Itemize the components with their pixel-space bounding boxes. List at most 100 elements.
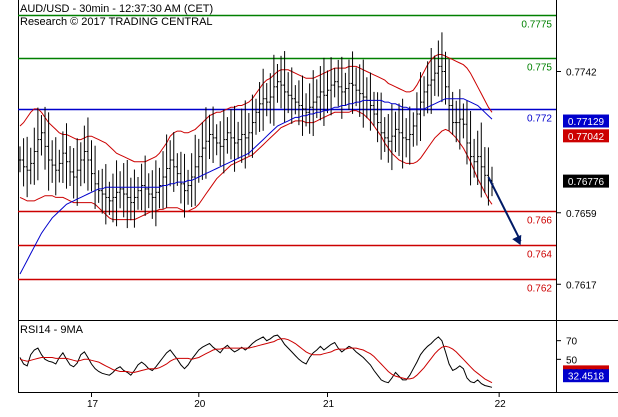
x-tick-label: 17 bbox=[87, 399, 99, 410]
candle bbox=[118, 171, 122, 209]
candle bbox=[436, 40, 440, 97]
candle bbox=[422, 76, 426, 117]
candle bbox=[408, 106, 412, 165]
candle bbox=[469, 110, 473, 186]
candle bbox=[122, 163, 126, 218]
projection-arrow bbox=[487, 176, 522, 242]
candle bbox=[57, 149, 61, 183]
candle bbox=[336, 59, 340, 107]
level-label-resistance-2: 0.7775 bbox=[521, 20, 552, 31]
candle bbox=[447, 58, 451, 131]
candle bbox=[297, 80, 301, 126]
candle bbox=[304, 93, 308, 127]
candle bbox=[90, 140, 94, 192]
levels-layer: 0.7775 0.775 0.772 0.766 0.764 0.762 bbox=[18, 14, 556, 295]
rsi-badges-layer: 36.561432.4518 bbox=[563, 365, 609, 383]
candle bbox=[215, 124, 219, 156]
candle bbox=[379, 92, 383, 160]
candle bbox=[376, 92, 380, 143]
candle bbox=[426, 61, 430, 114]
ma-layer bbox=[19, 98, 493, 275]
candle bbox=[290, 67, 294, 124]
candle bbox=[125, 160, 129, 229]
y-tick-label: 0.7617 bbox=[566, 280, 597, 291]
candle bbox=[243, 100, 247, 169]
candle bbox=[104, 164, 108, 225]
rsi-panel-title: RSI14 - 9MA bbox=[20, 324, 84, 336]
candle bbox=[418, 72, 422, 142]
candle bbox=[318, 66, 322, 121]
candle bbox=[61, 131, 65, 184]
candle bbox=[461, 103, 465, 139]
candle bbox=[401, 98, 405, 169]
candle bbox=[200, 122, 204, 180]
candle bbox=[308, 83, 312, 134]
x-axis: 17 20 21 22 bbox=[87, 392, 506, 410]
candle bbox=[386, 114, 390, 163]
candle bbox=[111, 173, 115, 223]
candles-layer bbox=[18, 32, 494, 229]
x-tick-label: 20 bbox=[194, 399, 206, 410]
rsi-lines-layer bbox=[19, 334, 493, 388]
chart-header-title: AUD/USD - 30min - 12:37:30 AM (CET) bbox=[20, 3, 213, 15]
candle bbox=[182, 153, 186, 218]
candle bbox=[22, 138, 26, 187]
candle bbox=[218, 121, 222, 166]
candle bbox=[222, 109, 226, 174]
candle bbox=[315, 79, 319, 119]
candle bbox=[250, 94, 254, 158]
chart-header-copyright: Research © 2017 TRADING CENTRAL bbox=[20, 16, 213, 28]
x-tick-label: 21 bbox=[323, 399, 335, 410]
candle bbox=[143, 155, 147, 216]
candle bbox=[311, 70, 315, 137]
arrow-layer bbox=[487, 176, 522, 246]
candle bbox=[347, 59, 351, 110]
candle bbox=[340, 56, 344, 119]
candle bbox=[25, 136, 29, 198]
projection-arrow-head bbox=[512, 234, 522, 246]
candle bbox=[175, 153, 179, 186]
candle bbox=[211, 106, 215, 163]
level-label-support-1: 0.766 bbox=[527, 216, 552, 227]
candle bbox=[393, 111, 397, 153]
x-tick-label: 22 bbox=[495, 399, 507, 410]
candle bbox=[179, 151, 183, 204]
price-badge-label: 0.77042 bbox=[568, 132, 605, 143]
candle bbox=[93, 145, 97, 209]
rsi-y-tick-label: 70 bbox=[566, 337, 578, 348]
candle bbox=[286, 72, 290, 114]
y-tick-label: 0.7659 bbox=[566, 209, 597, 220]
candle bbox=[404, 118, 408, 158]
candle bbox=[390, 104, 394, 171]
candle bbox=[458, 89, 462, 150]
candle bbox=[265, 83, 269, 117]
rsi-panel: RSI14 - 9MA 70 50 36.561432.4518 bbox=[18, 321, 618, 393]
candle bbox=[50, 140, 54, 183]
candle bbox=[161, 151, 165, 209]
candle bbox=[351, 51, 355, 114]
candle bbox=[186, 169, 190, 205]
candle bbox=[150, 170, 154, 219]
candle bbox=[361, 59, 365, 128]
candle bbox=[254, 98, 258, 135]
candle bbox=[329, 57, 333, 116]
candle bbox=[322, 57, 326, 126]
price-badge-label: 0.77129 bbox=[568, 117, 605, 128]
candle bbox=[172, 132, 176, 192]
candle bbox=[440, 32, 444, 103]
rsi-series-line-rsi14 bbox=[19, 334, 493, 388]
candle bbox=[208, 114, 212, 160]
candle bbox=[236, 121, 240, 159]
candle bbox=[383, 117, 387, 152]
price-badge-label: 0.76776 bbox=[568, 177, 605, 188]
candle bbox=[129, 177, 133, 221]
candle bbox=[72, 148, 76, 199]
candle bbox=[100, 168, 104, 214]
candle bbox=[483, 147, 487, 194]
y-ticks-layer: 0.7742 0.7659 0.7617 bbox=[556, 67, 597, 291]
candle bbox=[43, 106, 47, 170]
rsi-y-ticks-layer: 70 50 bbox=[556, 337, 578, 366]
candle bbox=[225, 117, 229, 154]
